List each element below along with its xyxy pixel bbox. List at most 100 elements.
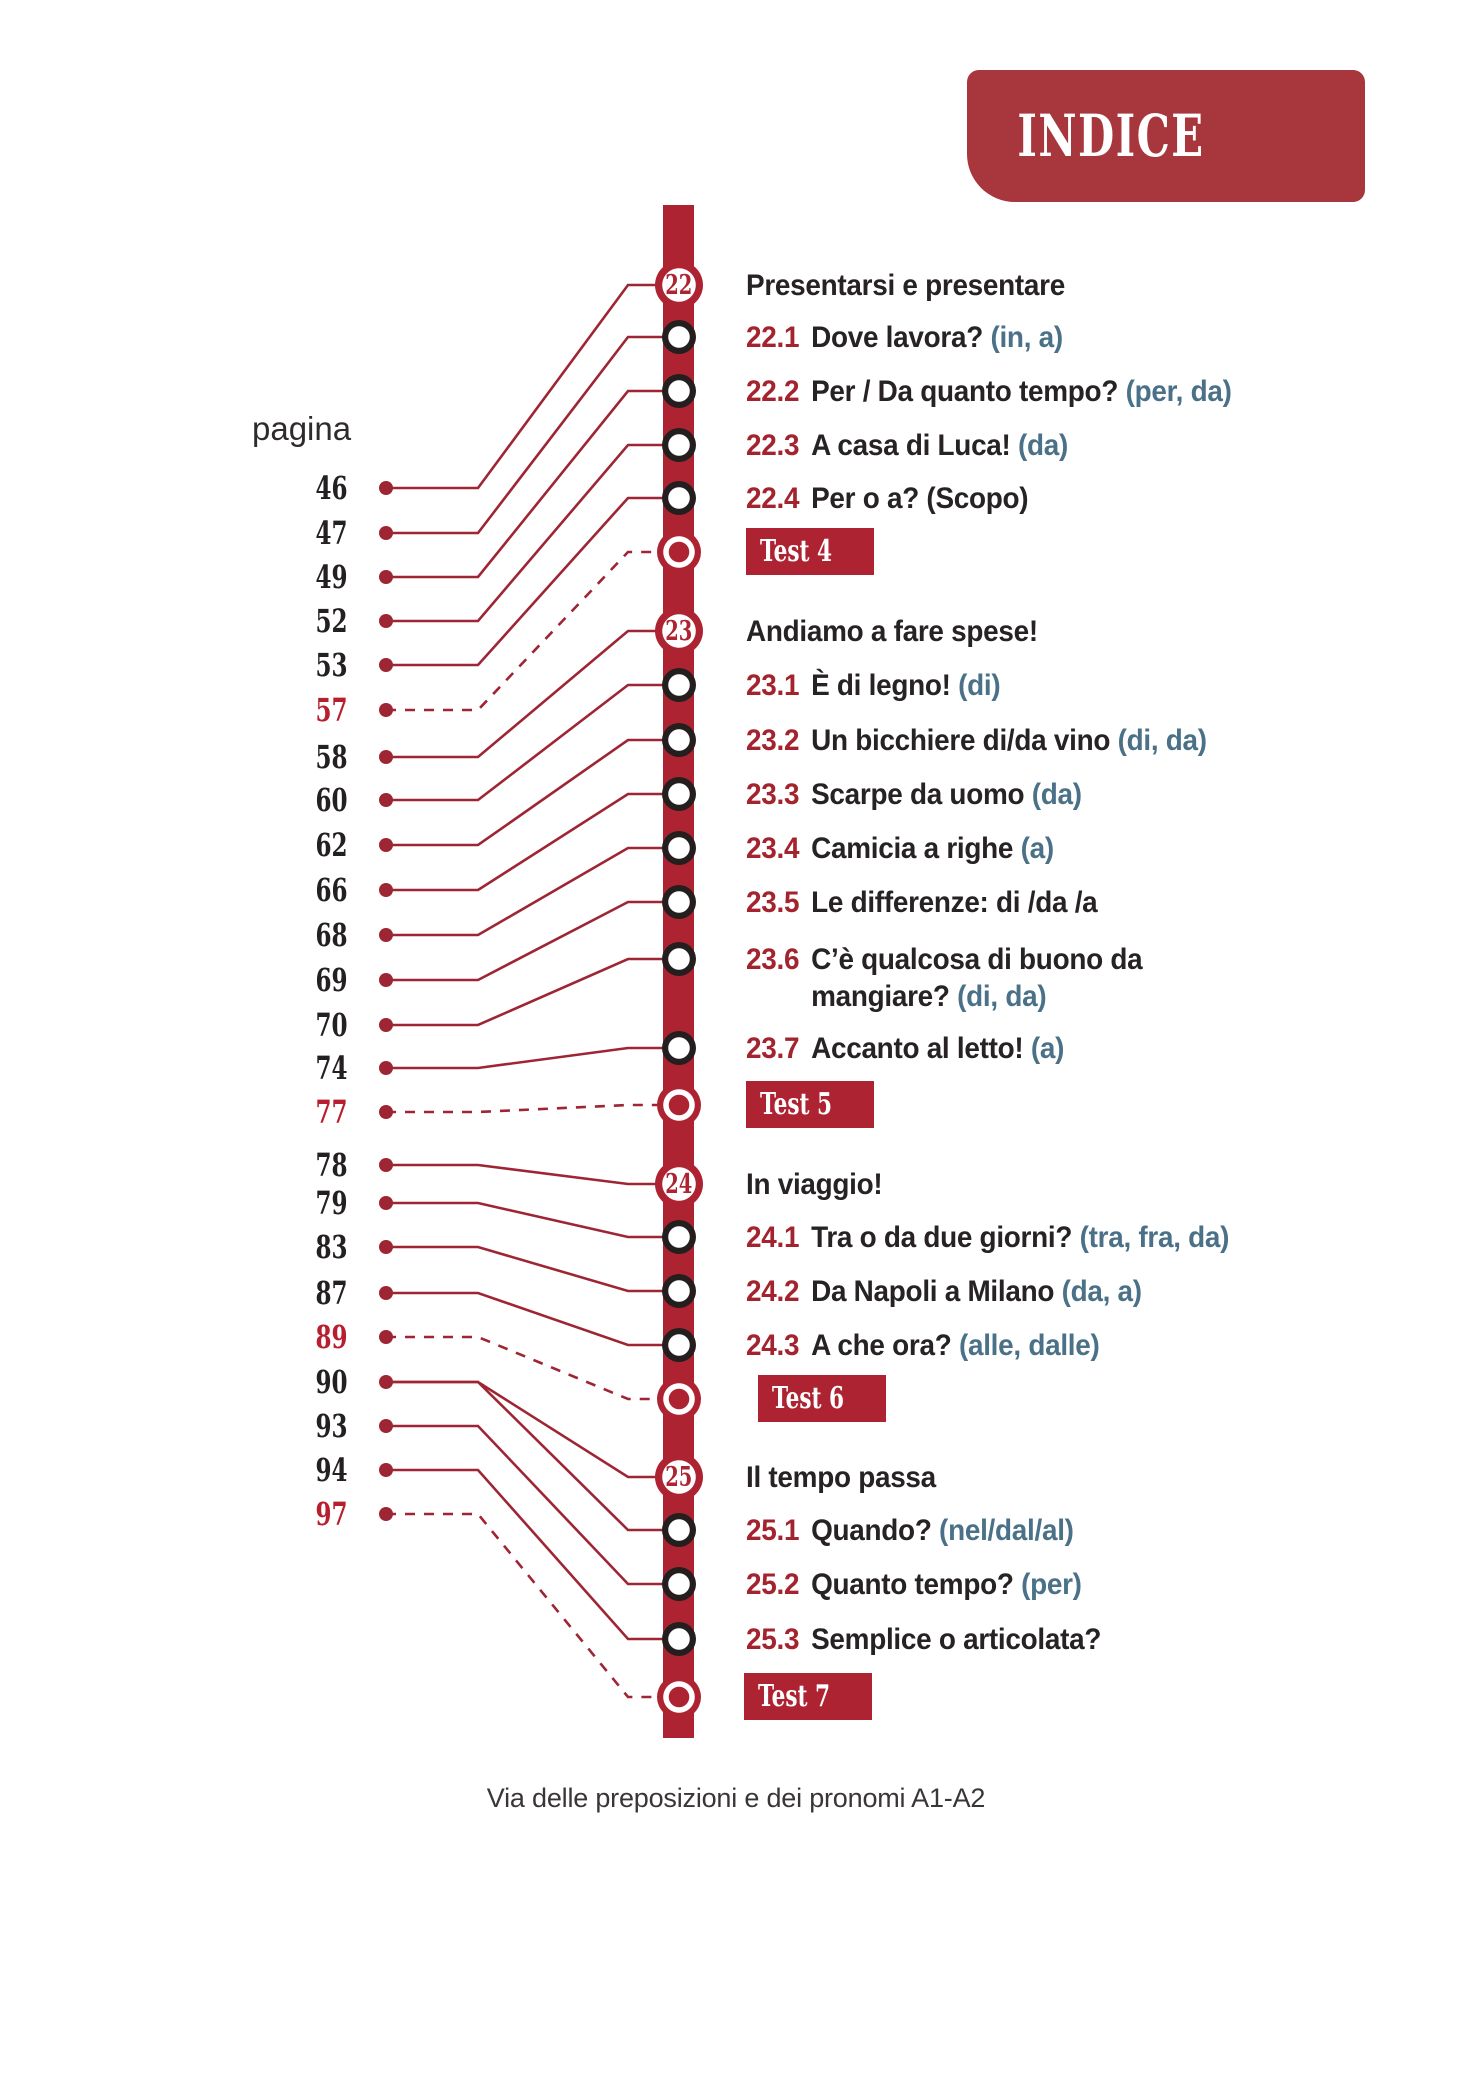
pagina-label: pagina — [252, 410, 352, 447]
section-node-23.5 — [661, 885, 696, 919]
section-title: Camicia a righe — [811, 832, 1014, 865]
section-title: Per o a? (Scopo) — [811, 482, 1029, 515]
section-node-23.1 — [661, 668, 696, 702]
section-line: 23.3 Scarpe da uomo (da) — [746, 776, 1082, 813]
section-row: 23.4 Camicia a righe (a) — [746, 830, 1054, 867]
page-number-text: 62 — [315, 826, 348, 864]
indice-title-banner: INDICE — [967, 70, 1365, 202]
page-number: 49 — [230, 561, 348, 594]
page-number-text: 83 — [315, 1228, 348, 1266]
section-node-24.3 — [661, 1328, 696, 1362]
section-node-22.4 — [661, 481, 696, 515]
test-badge-label: Test 6 — [772, 1381, 845, 1416]
section-prepositions: (tra, fra, da) — [1072, 1221, 1230, 1254]
section-number: 25.3 — [746, 1623, 800, 1656]
test-badge-test-6: Test 6 — [758, 1375, 887, 1422]
section-number: 22.1 — [746, 321, 800, 354]
connector-line-page-52 — [386, 443, 663, 623]
page-number-text: 93 — [315, 1407, 348, 1445]
page-number: 74 — [230, 1052, 348, 1085]
section-prepositions: (per) — [1013, 1568, 1082, 1601]
section-node-25.2 — [661, 1567, 696, 1601]
section-prepositions: (da) — [1024, 778, 1082, 811]
connector-line-page-68 — [386, 846, 663, 937]
connector-line-page-57 — [386, 550, 663, 712]
section-line: 25.1 Quando? (nel/dal/al) — [746, 1512, 1074, 1549]
connector-line-page-53 — [386, 496, 663, 667]
connector-line-page-74 — [386, 1046, 663, 1070]
section-node-23.7 — [661, 1031, 696, 1065]
section-row: 25.1 Quando? (nel/dal/al) — [746, 1512, 1074, 1549]
section-title: A casa di Luca! — [811, 429, 1011, 462]
page-number-text: 66 — [315, 871, 348, 909]
section-title-2: mangiare? — [811, 980, 950, 1013]
test-node-test-5 — [656, 1083, 701, 1127]
connector-line-page-87 — [386, 1291, 663, 1347]
section-prepositions: (di, da) — [949, 980, 1047, 1013]
section-node-22.1 — [661, 320, 696, 354]
page-number: 70 — [230, 1009, 348, 1042]
section-node-22.2 — [661, 374, 696, 408]
chapter-node-23: 23 — [654, 607, 703, 655]
section-line: 24.1 Tra o da due giorni? (tra, fra, da) — [746, 1219, 1229, 1256]
section-number: 24.1 — [746, 1221, 800, 1254]
section-line: 24.3 A che ora? (alle, dalle) — [746, 1327, 1100, 1364]
section-line: 23.7 Accanto al letto! (a) — [746, 1030, 1064, 1067]
connector-line-page-58 — [386, 629, 663, 759]
section-title: Per / Da quanto tempo? — [811, 375, 1119, 408]
section-node-23.3 — [661, 777, 696, 811]
section-number: 22.4 — [746, 482, 800, 515]
connector-line-page-66 — [386, 792, 663, 892]
page-number-text: 78 — [315, 1146, 348, 1184]
test-badge-label: Test 4 — [760, 534, 833, 569]
section-prepositions: (a) — [1023, 1032, 1065, 1065]
connector-line-page-83 — [386, 1245, 663, 1293]
connector-line-page-89 — [386, 1335, 663, 1401]
section-prepositions: (nel/dal/al) — [931, 1514, 1074, 1547]
section-title: Scarpe da uomo — [811, 778, 1025, 811]
page-number-text: 52 — [315, 602, 348, 640]
section-row: 22.1 Dove lavora? (in, a) — [746, 319, 1063, 356]
section-number: 23.7 — [746, 1032, 800, 1065]
section-prepositions: (alle, dalle) — [951, 1329, 1100, 1362]
page-number: 57 — [230, 694, 348, 727]
page-number-text: 57 — [315, 691, 348, 729]
section-line: 23.6 C’è qualcosa di buono da — [746, 941, 1143, 978]
section-title: Quando? — [811, 1514, 932, 1547]
section-title: Quanto tempo? — [811, 1568, 1014, 1601]
footer-caption: Via delle preposizioni e dei pronomi A1-… — [486, 1783, 986, 1813]
page-number: 87 — [230, 1277, 348, 1310]
page-number: 53 — [230, 649, 348, 682]
test-badge-test-7: Test 7 — [744, 1673, 873, 1720]
page-number-text: 60 — [315, 781, 348, 819]
chapter-number: 22 — [664, 269, 693, 301]
section-title: Tra o da due giorni? — [811, 1221, 1073, 1254]
connector-line-page-79 — [386, 1201, 663, 1239]
connector-line-page-60 — [386, 683, 663, 802]
page-number-text: 70 — [315, 1006, 348, 1044]
connector-line-page-49 — [386, 389, 663, 579]
page-number: 60 — [230, 784, 348, 817]
section-line: 24.2 Da Napoli a Milano (da, a) — [746, 1273, 1142, 1310]
section-line: 22.3 A casa di Luca! (da) — [746, 427, 1068, 464]
section-number: 25.2 — [746, 1568, 800, 1601]
page-number: 62 — [230, 829, 348, 862]
section-line: 23.5 Le differenze: di /da /a — [746, 884, 1098, 921]
section-number: 22.2 — [746, 375, 800, 408]
connector-line-page-94 — [386, 1468, 663, 1641]
page-number: 58 — [230, 741, 348, 774]
section-line: 22.4 Per o a? (Scopo) — [746, 480, 1029, 517]
page-number-text: 89 — [315, 1318, 348, 1356]
page-number: 94 — [230, 1454, 348, 1487]
page-number: 83 — [230, 1231, 348, 1264]
page-number: 97 — [230, 1498, 348, 1531]
section-row: 22.2 Per / Da quanto tempo? (per, da) — [746, 373, 1232, 410]
connector-line-page-46 — [386, 283, 663, 490]
connector-line-page-77 — [386, 1103, 663, 1114]
page-number: 89 — [230, 1321, 348, 1354]
section-number: 25.1 — [746, 1514, 800, 1547]
section-prepositions: (da) — [1010, 429, 1069, 462]
section-row: 24.1 Tra o da due giorni? (tra, fra, da) — [746, 1219, 1229, 1256]
section-number: 23.1 — [746, 669, 800, 702]
